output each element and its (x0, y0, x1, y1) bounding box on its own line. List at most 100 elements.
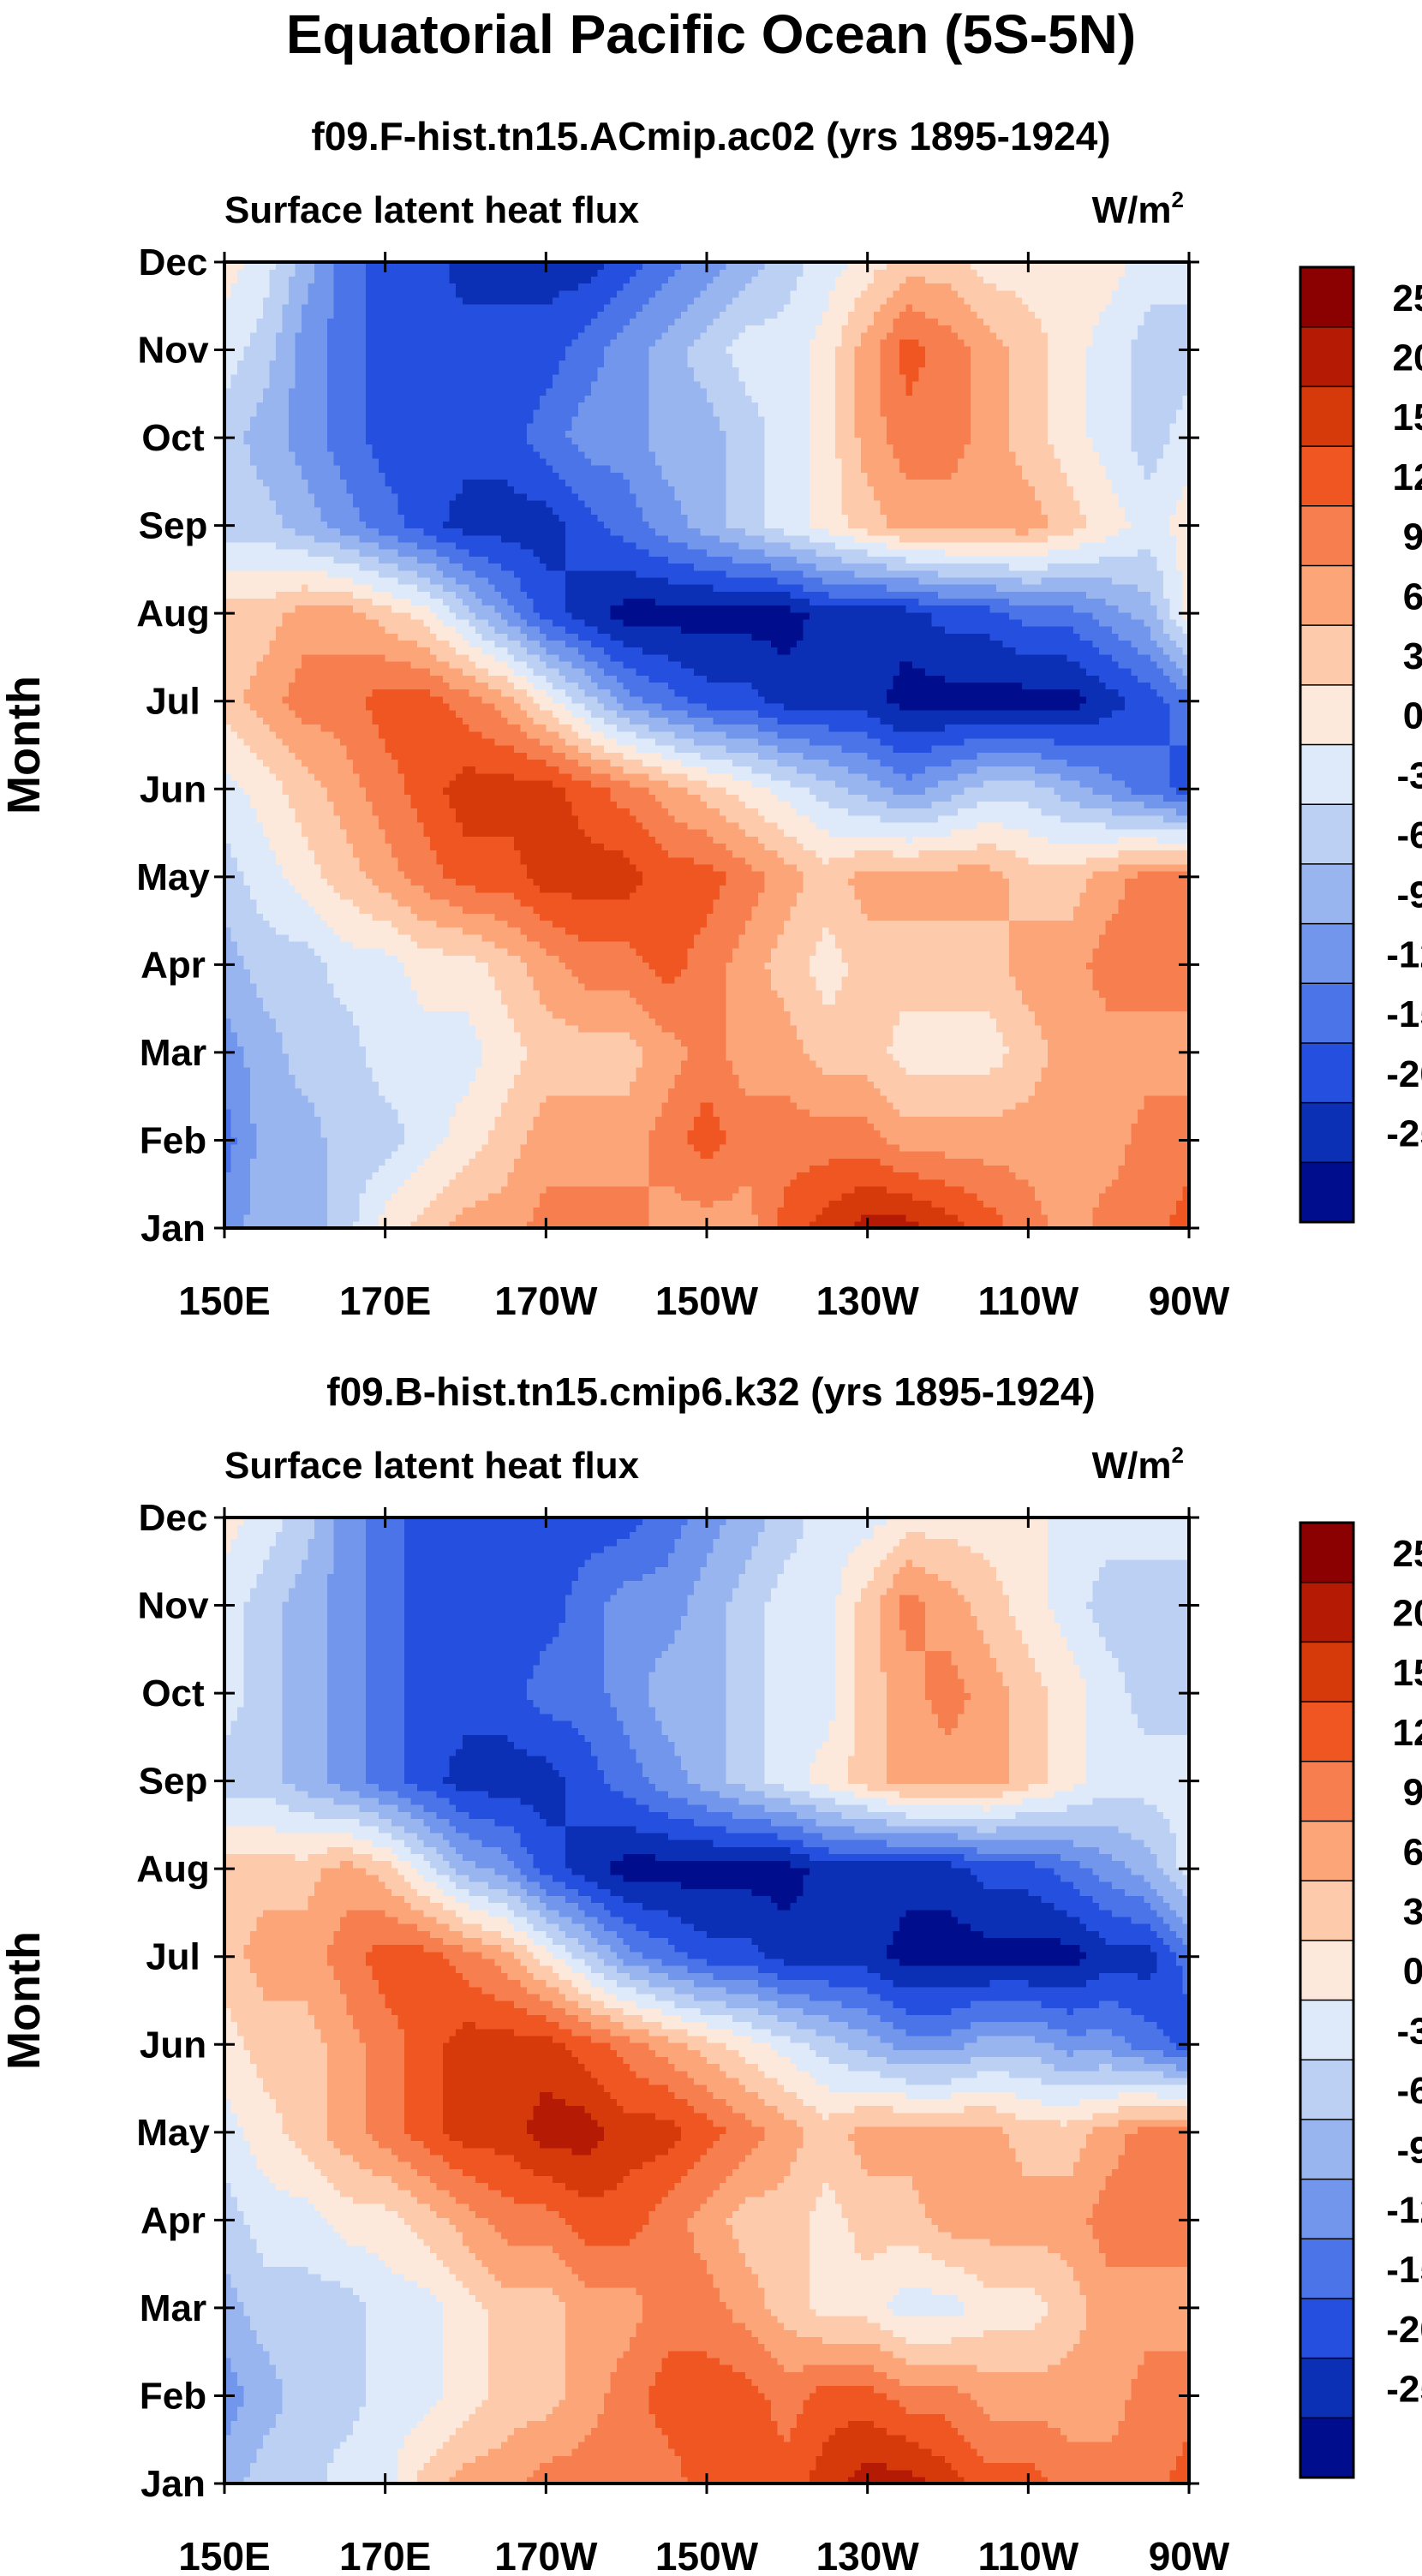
contour-cell (918, 576, 1023, 585)
contour-cell (983, 318, 1042, 326)
contour-cell (282, 1727, 328, 1735)
contour-cell (603, 1650, 663, 1659)
contour-cell (1079, 2329, 1190, 2337)
contour-cell (764, 423, 810, 431)
contour-cell (224, 1895, 309, 1904)
contour-cell (224, 1916, 258, 1924)
contour-cell (404, 1685, 528, 1693)
contour-cell (841, 507, 881, 515)
contour-cell (404, 1580, 572, 1589)
contour-cell (295, 360, 328, 368)
contour-cell (520, 1881, 541, 1889)
contour-cell (629, 808, 669, 816)
contour-cell (282, 311, 302, 319)
contour-cell (1144, 618, 1164, 627)
contour-cell (777, 311, 823, 319)
contour-cell (256, 408, 290, 417)
contour-cell (816, 1804, 869, 1812)
contour-cell (487, 1909, 515, 1917)
contour-cell (925, 2476, 965, 2484)
contour-cell (346, 2434, 405, 2442)
contour-cell (590, 318, 630, 326)
contour-cell (738, 794, 779, 802)
contour-cell (1137, 450, 1164, 459)
contour-cell (603, 668, 637, 676)
contour-cell (449, 276, 592, 284)
contour-cell (224, 1923, 258, 1931)
x-tick-label: 150W (655, 2534, 759, 2576)
contour-cell (462, 1207, 534, 1215)
contour-cell (533, 1671, 605, 1679)
contour-cell (250, 457, 296, 466)
contour-cell (494, 940, 541, 949)
contour-cell (726, 1727, 766, 1735)
contour-cell (539, 885, 637, 893)
contour-cell (481, 2399, 559, 2407)
contour-cell (848, 1769, 887, 1778)
contour-cell (977, 1622, 1016, 1631)
contour-cell (584, 689, 611, 697)
contour-cell (899, 668, 926, 676)
contour-cell (687, 1797, 740, 1805)
contour-cell (295, 675, 444, 683)
contour-cell (758, 2063, 798, 2072)
contour-cell (713, 2273, 759, 2281)
contour-cell (603, 1664, 656, 1673)
contour-cell (449, 2217, 489, 2226)
contour-cell (1034, 311, 1100, 319)
contour-cell (1150, 1972, 1184, 1981)
contour-cell (816, 325, 843, 333)
contour-cell (546, 1888, 579, 1896)
contour-cell (1028, 304, 1107, 312)
contour-cell (237, 779, 284, 788)
contour-cell (648, 1172, 798, 1180)
contour-cell (263, 1993, 348, 2001)
contour-cell (764, 1524, 804, 1532)
contour-cell (1066, 479, 1113, 487)
colorbar-swatch (1300, 2358, 1353, 2418)
contour-cell (417, 2168, 463, 2176)
contour-cell (224, 766, 271, 774)
contour-cell (256, 2063, 328, 2072)
contour-cell (404, 1608, 566, 1617)
contour-cell (784, 1958, 900, 1966)
contour-cell (308, 549, 361, 557)
contour-cell (810, 2294, 894, 2303)
contour-cell (1085, 1727, 1145, 1735)
contour-cell (707, 913, 753, 921)
contour-cell (565, 1811, 669, 1820)
contour-cell (803, 1888, 1029, 1896)
contour-cell (1047, 367, 1087, 375)
contour-cell (867, 283, 900, 291)
contour-cell (745, 1566, 785, 1574)
contour-cell (237, 2203, 315, 2211)
contour-cell (790, 1860, 952, 1869)
contour-cell (224, 1692, 245, 1701)
contour-cell (423, 1944, 463, 1953)
contour-cell (893, 2294, 959, 2303)
contour-cell (880, 304, 907, 312)
contour-cell (353, 2196, 418, 2204)
contour-cell (224, 360, 238, 368)
contour-cell (327, 1213, 361, 1222)
contour-cell (610, 2371, 656, 2379)
contour-cell (1162, 2049, 1190, 2057)
contour-cell (810, 472, 843, 480)
contour-cell (366, 2126, 405, 2134)
contour-cell (854, 1699, 887, 1708)
contour-cell (1002, 1032, 1042, 1040)
contour-cell (707, 1958, 785, 1966)
contour-cell (700, 2049, 740, 2057)
contour-cell (404, 1552, 592, 1560)
contour-cell (513, 668, 534, 676)
contour-cell (327, 1713, 367, 1721)
contour-cell (443, 1902, 469, 1911)
contour-cell (867, 472, 907, 480)
contour-cell (526, 871, 643, 879)
contour-cell (263, 829, 302, 837)
contour-cell (1072, 1657, 1120, 1666)
contour-cell (751, 863, 798, 872)
contour-cell (449, 1840, 482, 1847)
contour-cell (224, 2001, 309, 2008)
contour-cell (777, 850, 817, 858)
